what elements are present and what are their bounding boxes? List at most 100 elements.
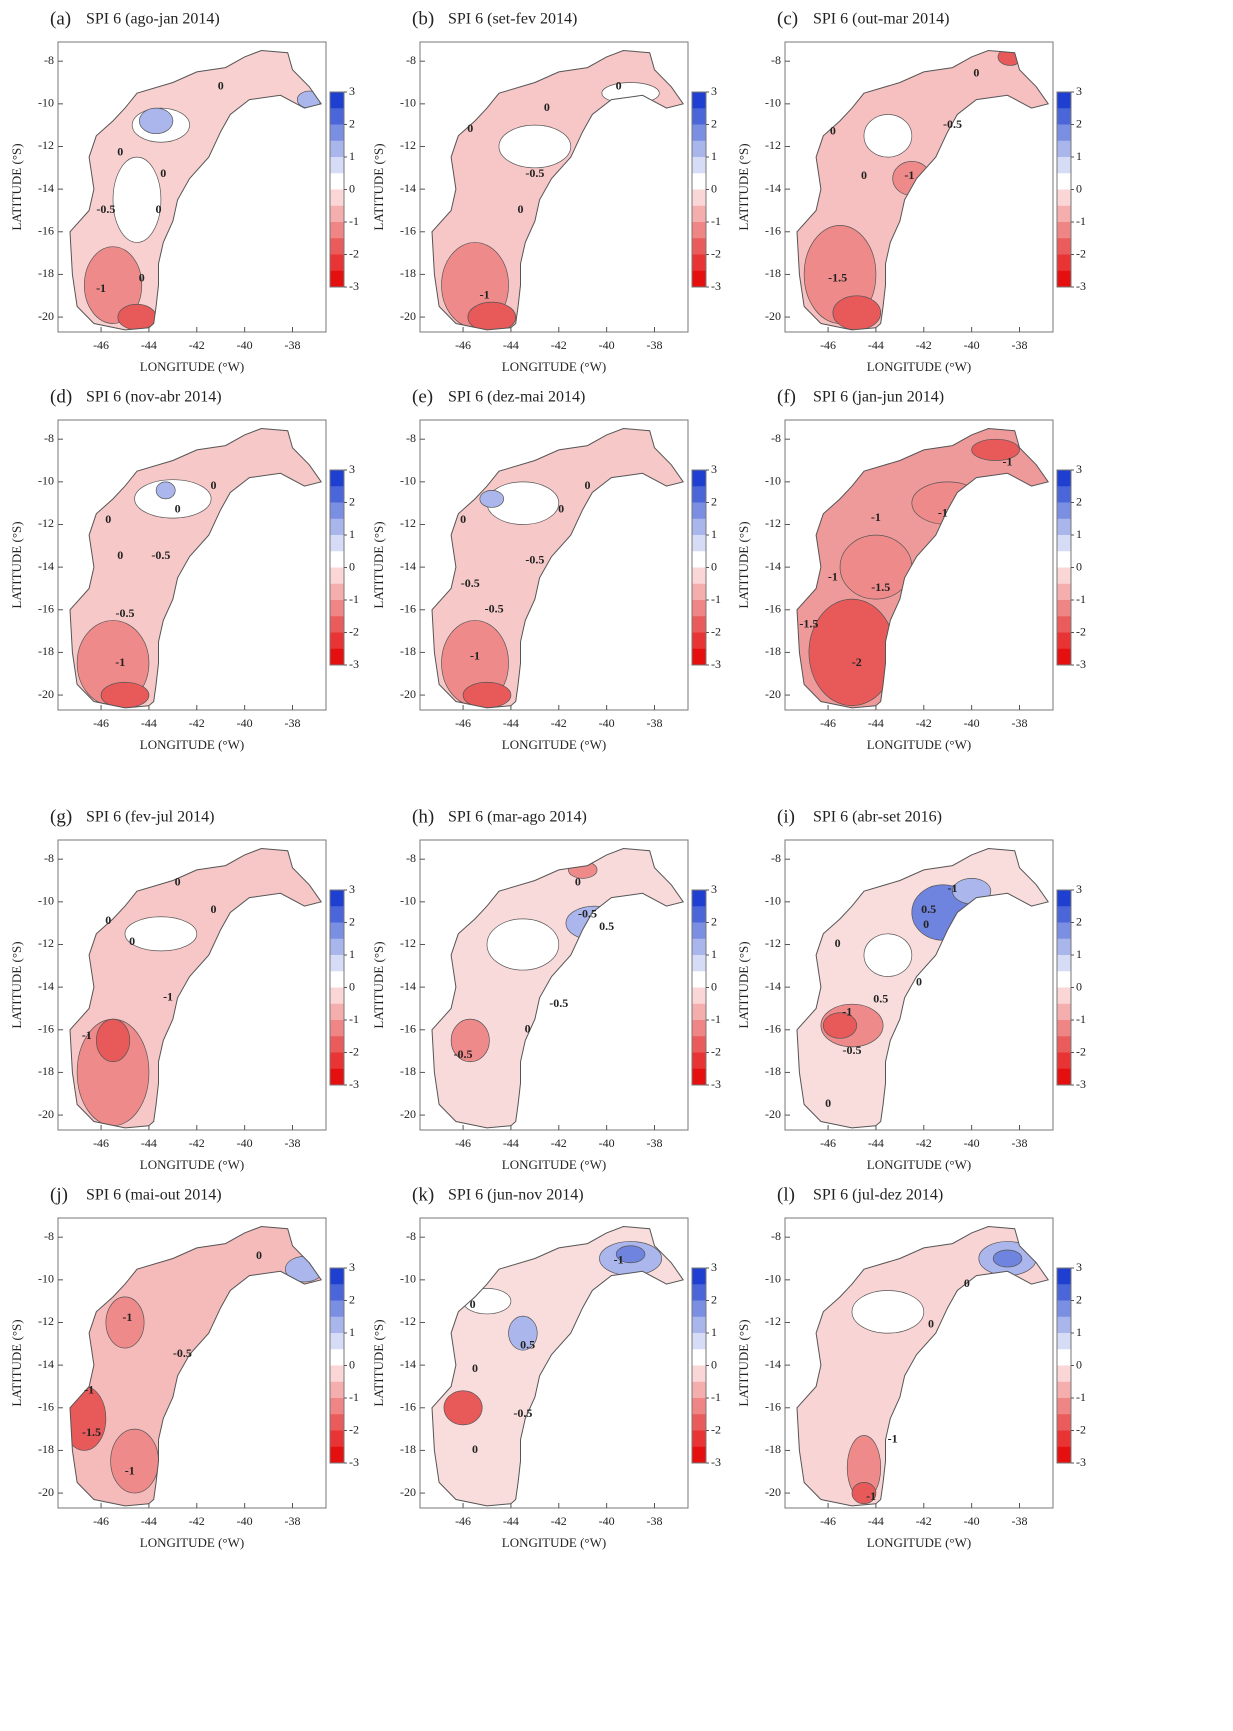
colorbar-band (1057, 987, 1071, 1005)
y-tick-label: -16 (400, 602, 416, 616)
y-tick-label: -18 (38, 1064, 54, 1078)
colorbar-band (330, 1068, 344, 1086)
x-tick-label: -40 (237, 1136, 253, 1150)
x-tick-label: -44 (503, 1136, 519, 1150)
x-tick-label: -44 (141, 1136, 157, 1150)
contour-area (615, 1245, 646, 1264)
contour-label: 0 (973, 66, 979, 80)
x-axis-label: LONGITUDE (°W) (140, 359, 244, 374)
colorbar-band (692, 971, 706, 988)
colorbar-tick-label: 0 (1076, 559, 1082, 573)
contour-area (467, 301, 517, 330)
colorbar-band (330, 270, 344, 288)
y-tick-label: -10 (765, 474, 781, 488)
contour-area (112, 156, 162, 243)
region-outline (69, 49, 323, 331)
region-outline (431, 49, 685, 331)
map-panel: (b) SPI 6 (set-fev 2014) -46 -44 -42 -40 -38 -8… (371, 8, 721, 374)
x-axis-label: LONGITUDE (°W) (140, 1535, 244, 1550)
contour-label: 0 (575, 874, 581, 888)
region (797, 848, 1049, 1128)
x-axis-label: LONGITUDE (°W) (867, 1535, 971, 1550)
panel-label: (e) (412, 386, 433, 407)
y-tick-label: -20 (400, 309, 416, 323)
x-tick-label: -40 (237, 716, 253, 730)
contour-label: -1 (828, 570, 838, 584)
colorbar-tick-label: -1 (349, 1390, 359, 1404)
x-tick-label: -40 (599, 338, 615, 352)
contour-label: -1 (82, 1028, 92, 1042)
colorbar-band (1057, 1052, 1071, 1070)
colorbar-band (330, 108, 344, 125)
colorbar-band (692, 1430, 706, 1448)
contour-label: -0.5 (843, 1043, 862, 1057)
x-tick-label: -40 (237, 338, 253, 352)
colorbar-band (330, 648, 344, 666)
x-tick-label: -42 (189, 1136, 205, 1150)
colorbar-tick-label: -3 (711, 1077, 721, 1091)
x-tick-label: -40 (237, 1514, 253, 1528)
colorbar-tick-label: 1 (349, 947, 355, 961)
y-tick-label: -18 (38, 266, 54, 280)
colorbar-band (692, 1036, 706, 1053)
y-tick-label: -8 (771, 851, 781, 865)
contour-label: -1 (115, 655, 125, 669)
x-axis-label: LONGITUDE (°W) (867, 1157, 971, 1172)
colorbar-band (692, 92, 706, 109)
contour-label: -0.5 (173, 1346, 192, 1360)
region-outline (431, 1225, 685, 1507)
contour-label: 0 (518, 202, 524, 216)
colorbar-band (692, 1020, 706, 1037)
colorbar-tick-label: -3 (349, 279, 359, 293)
contour-label: 0 (830, 123, 836, 137)
x-tick-label: -46 (93, 1136, 109, 1150)
contour-area (155, 481, 176, 500)
x-axis-label: LONGITUDE (°W) (867, 359, 971, 374)
contour-label: -0.5 (454, 1047, 473, 1061)
colorbar-tick-label: 3 (349, 882, 355, 896)
contour-label: 0 (175, 874, 181, 888)
colorbar-band (692, 140, 706, 158)
x-tick-label: -40 (964, 338, 980, 352)
y-axis-label: LATITUDE (°S) (736, 1319, 751, 1406)
colorbar-tick-label: 3 (711, 882, 717, 896)
colorbar-tick-label: 0 (711, 1357, 717, 1371)
contour-label: -0.5 (151, 548, 170, 562)
y-tick-label: -14 (765, 979, 781, 993)
x-tick-label: -40 (599, 1136, 615, 1150)
y-tick-label: -18 (400, 644, 416, 658)
colorbar-tick-label: 0 (711, 181, 717, 195)
contour-label: -0.5 (525, 166, 544, 180)
colorbar-tick-label: 1 (349, 149, 355, 163)
y-axis-label: LATITUDE (°S) (9, 143, 24, 230)
colorbar-band (330, 1300, 344, 1318)
contour-label: 0 (211, 902, 217, 916)
y-tick-label: -12 (765, 516, 781, 530)
colorbar-tick-label: -1 (711, 1390, 721, 1404)
contour-label: 0.5 (921, 902, 936, 916)
colorbar-band (1057, 535, 1071, 552)
colorbar-tick-label: -3 (349, 657, 359, 671)
colorbar-tick-label: -3 (711, 1455, 721, 1469)
contour-label: 0.5 (520, 1338, 535, 1352)
colorbar-tick-label: -2 (1076, 1044, 1086, 1058)
y-tick-label: -16 (765, 1400, 781, 1414)
colorbar-band (330, 551, 344, 568)
contour-label: 0 (928, 1316, 934, 1330)
x-tick-label: -46 (820, 1514, 836, 1528)
y-tick-label: -8 (44, 1229, 54, 1243)
x-tick-label: -40 (964, 1514, 980, 1528)
colorbar-band (1057, 1414, 1071, 1431)
colorbar-tick-label: 1 (349, 1325, 355, 1339)
colorbar-tick-label: -1 (1076, 1390, 1086, 1404)
colorbar-tick-label: 3 (349, 1260, 355, 1274)
x-tick-label: -38 (647, 338, 663, 352)
colorbar-band (692, 535, 706, 552)
region-outline (69, 1225, 323, 1507)
contour-area (110, 1428, 159, 1494)
colorbar-band (1057, 1068, 1071, 1086)
panel-label: (c) (777, 8, 798, 29)
y-tick-label: -12 (400, 138, 416, 152)
colorbar-tick-label: 3 (711, 84, 717, 98)
colorbar-band (1057, 1003, 1071, 1021)
